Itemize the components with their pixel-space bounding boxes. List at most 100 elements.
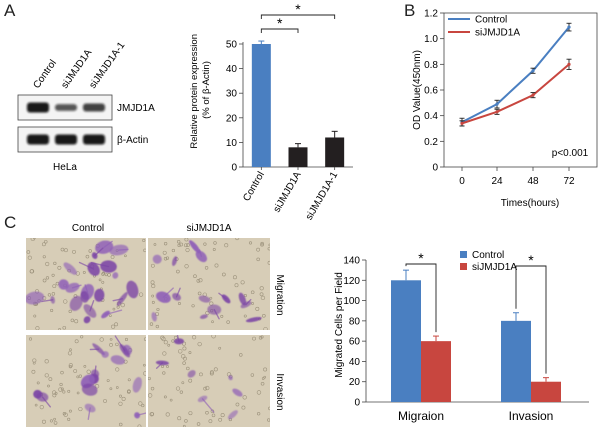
membrane-pore [42,255,46,259]
membrane-pore [53,421,58,425]
stained-cell [187,370,196,378]
cell-protrusion [118,248,129,251]
data-point [495,102,499,106]
stained-cell [69,295,83,311]
membrane-pore [115,367,120,372]
membrane-pore [78,406,83,412]
membrane-pore [182,424,186,427]
membrane-pore [120,302,125,308]
significance-star: * [277,15,283,31]
membrane-pore [160,364,165,368]
y-tick-label: 140 [343,256,360,267]
membrane-pore [214,263,219,268]
membrane-pore [162,351,167,356]
membrane-pore [213,367,218,372]
membrane-pore [199,372,203,377]
membrane-pore [162,250,167,255]
y-tick-label: 0 [354,398,360,409]
blot-lane-label: Control [31,58,59,91]
bar [391,280,421,402]
membrane-pore [85,254,90,259]
micrograph-column-label: Control [72,223,104,234]
stained-cell [152,254,162,264]
membrane-pore [52,284,57,289]
membrane-pore [177,301,181,305]
membrane-pore [184,264,189,269]
membrane-pore [153,243,157,246]
stained-cell [126,280,139,299]
membrane-pore [52,393,57,398]
stained-cell [245,316,262,323]
cell-protrusion [41,396,51,408]
membrane-pore [179,242,184,247]
membrane-pore [58,387,63,392]
significance-bracket [515,265,547,374]
membrane-pore [234,283,239,288]
membrane-pore [27,255,32,260]
significance-star: * [418,250,424,266]
legend-label: Control [472,250,504,261]
membrane-pore [268,243,270,247]
membrane-pore [263,375,267,379]
membrane-pore [82,270,86,274]
micrograph-content [26,238,146,330]
membrane-pore [111,324,116,329]
membrane-pore [250,373,255,377]
membrane-pore [74,319,79,324]
membrane-pore [150,280,155,285]
legend-label: Control [475,15,507,26]
cell-protrusion [245,298,252,306]
micrograph-panel [26,335,146,427]
membrane-pore [208,419,213,424]
membrane-pore [211,335,216,339]
blot-band-label: JMJD1A [117,103,155,114]
membrane-pore [60,370,64,375]
membrane-pore [58,328,61,330]
cell-protrusion [198,249,203,258]
membrane-pore [171,248,176,253]
membrane-pore [88,249,92,253]
membrane-pore [106,379,110,382]
membrane-pore [209,371,214,376]
membrane-pore [83,365,87,368]
membrane-pore [60,247,65,252]
membrane-pore [260,335,264,339]
membrane-pore [138,292,144,297]
membrane-pore [205,385,210,391]
membrane-pore [260,381,265,386]
membrane-pore [184,243,188,248]
membrane-pore [192,335,197,340]
stained-cell [189,240,201,254]
x-tick-label: Control [241,170,267,203]
membrane-pore [256,412,261,416]
stained-cell [63,262,77,275]
membrane-pore [178,349,183,354]
membrane-pore [33,314,37,318]
membrane-pore [151,300,155,304]
membrane-pore [109,387,113,391]
cell-protrusion [87,407,91,420]
stained-cell [101,351,109,358]
membrane-pore [68,309,72,313]
membrane-pore [262,314,266,318]
cell-protrusion [78,261,95,270]
y-tick-label: 40 [226,64,238,75]
membrane-pore [32,238,36,240]
membrane-pore [116,305,120,309]
membrane-pore [138,401,143,406]
membrane-pore [161,336,166,342]
membrane-pore [163,257,168,261]
legend-swatch [460,263,467,270]
membrane-pore [148,393,153,398]
membrane-pore [47,293,52,297]
migrated-cells-chart: Migrated Cells per Field 0 20 40 60 80 100 120… [334,250,589,423]
membrane-pore [220,314,224,318]
stained-cell [227,410,238,420]
y-tick-label: 30 [226,89,238,100]
membrane-pore [260,241,264,246]
membrane-pore [67,351,73,356]
x-tick-label: 48 [527,176,539,187]
membrane-pore [78,374,82,378]
membrane-pore [155,324,160,329]
membrane-pore [59,382,63,387]
